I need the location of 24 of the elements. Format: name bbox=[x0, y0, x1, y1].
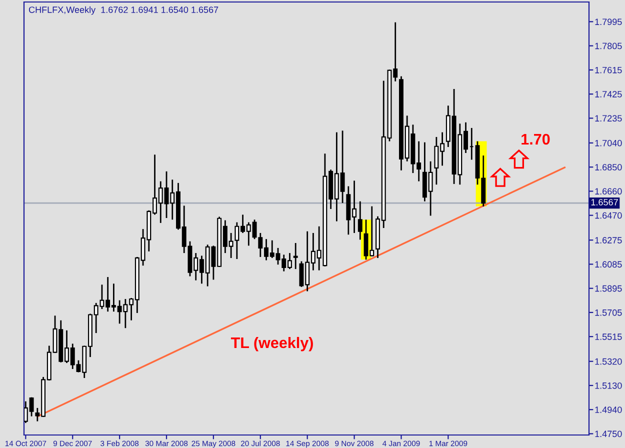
chart-title: CHFLFX,Weekly 1.6762 1.6941 1.6540 1.6567 bbox=[28, 6, 218, 15]
annotation: TL (weekly) bbox=[230, 336, 313, 352]
y-tick-label: 1.5130 bbox=[595, 382, 622, 389]
y-tick-label: 1.5705 bbox=[595, 309, 622, 316]
y-tick-label: 1.4750 bbox=[595, 430, 622, 438]
y-tick-label: 1.7805 bbox=[595, 42, 622, 50]
y-tick-label: 1.6085 bbox=[595, 261, 622, 268]
y-tick-label: 1.7235 bbox=[595, 115, 622, 122]
y-tick-label: 1.4940 bbox=[595, 406, 622, 413]
y-tick-label: 1.7615 bbox=[595, 66, 622, 74]
candlestick bbox=[358, 200, 362, 240]
ref-line-label: 1.6567 bbox=[591, 199, 618, 206]
y-tick-label: 1.5320 bbox=[595, 358, 622, 365]
candlestick bbox=[293, 242, 298, 270]
annotation: 1.70 bbox=[522, 134, 550, 145]
y-tick-label: 1.6470 bbox=[595, 212, 622, 219]
y-tick-label: 1.5895 bbox=[595, 285, 622, 292]
y-tick-label: 1.7425 bbox=[595, 91, 622, 98]
y-tick-label: 1.6660 bbox=[595, 188, 622, 195]
y-tick-label: 1.7995 bbox=[595, 18, 622, 26]
y-tick-label: 1.6850 bbox=[595, 164, 622, 170]
y-tick-label: 1.6275 bbox=[595, 237, 622, 244]
y-tick-label: 1.5515 bbox=[595, 334, 622, 340]
y-tick-label: 1.7040 bbox=[595, 140, 622, 146]
